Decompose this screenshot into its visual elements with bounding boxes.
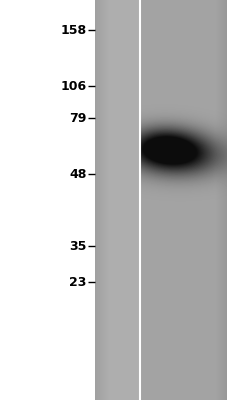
Text: 35: 35 [69,240,86,252]
Text: 48: 48 [69,168,86,180]
Text: 106: 106 [60,80,86,92]
Text: 23: 23 [69,276,86,288]
Text: 158: 158 [60,24,86,36]
Text: 79: 79 [69,112,86,124]
